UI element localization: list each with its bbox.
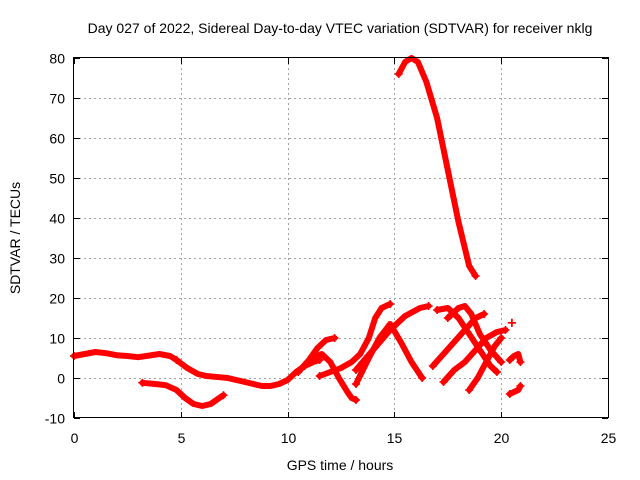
- y-tick-label: 50: [49, 171, 65, 187]
- data-point-marker: [480, 310, 489, 318]
- data-point-marker: [351, 380, 360, 388]
- data-point-marker: [138, 378, 147, 387]
- series-line: [316, 301, 394, 379]
- data-point-marker: [433, 306, 442, 314]
- x-axis-label: GPS time / hours: [287, 457, 394, 473]
- data-point-marker: [386, 300, 395, 308]
- series-sat-m: [439, 326, 510, 386]
- series-sat-n: [465, 334, 506, 394]
- y-tick-label: 10: [49, 331, 65, 347]
- data-point-marker: [516, 358, 525, 366]
- x-tick-label: 20: [494, 430, 510, 446]
- data-point-marker: [330, 334, 339, 342]
- y-tick-label: 60: [49, 131, 65, 147]
- series-sat-h: [351, 302, 433, 374]
- data-point-marker: [497, 358, 506, 366]
- data-point-marker: [394, 70, 403, 78]
- series-line: [429, 311, 488, 369]
- series-sat-i: [394, 55, 480, 280]
- data-point-marker: [428, 362, 437, 370]
- data-point-marker: [505, 390, 514, 398]
- data-point-marker: [351, 366, 360, 374]
- y-tick-label: 20: [49, 291, 65, 307]
- y-axis-label: SDTVAR / TECUs: [7, 182, 23, 294]
- y-tick-label: 30: [49, 251, 65, 267]
- series-sat-l: [428, 310, 489, 370]
- series-sat-k: [443, 303, 506, 366]
- series-line: [395, 55, 479, 279]
- y-tick-label: 40: [49, 211, 65, 227]
- series-line: [139, 379, 227, 409]
- plot-frame: [73, 57, 609, 418]
- data-point-marker: [351, 396, 360, 404]
- data-point-marker: [497, 334, 506, 342]
- data-point-marker: [418, 374, 427, 382]
- series-sat-c: [138, 378, 228, 409]
- data-point-marker: [501, 326, 510, 334]
- series-sat-j: [433, 305, 501, 376]
- chart-title: Day 027 of 2022, Sidereal Day-to-day VTE…: [88, 20, 593, 36]
- data-point-marker: [516, 382, 525, 390]
- data-point-marker: [471, 272, 480, 280]
- data-point-marker: [443, 314, 452, 322]
- data-point-marker: [465, 386, 474, 394]
- series-sat-f: [315, 300, 395, 380]
- series-sat-q: [507, 318, 516, 327]
- x-tick-label: 10: [281, 430, 297, 446]
- series-line: [506, 383, 524, 397]
- data-point-marker: [424, 302, 433, 310]
- data-point-marker: [505, 356, 514, 364]
- data-point-marker: [219, 391, 228, 400]
- data-point-marker: [294, 368, 303, 376]
- series-line: [466, 335, 505, 393]
- y-tick-label: 70: [49, 91, 65, 107]
- series-sat-a: [70, 349, 181, 364]
- data-point-marker: [315, 372, 324, 380]
- series-line: [353, 303, 432, 373]
- grid: [74, 58, 608, 418]
- y-tick-label: 80: [49, 51, 65, 67]
- y-tick-label: -10: [45, 411, 65, 427]
- series-sat-p: [505, 382, 525, 398]
- data-point-marker: [507, 318, 516, 327]
- series-line: [71, 349, 180, 363]
- series-line: [434, 305, 500, 375]
- data-point-marker: [172, 356, 181, 364]
- series-sat-e: [294, 334, 339, 376]
- x-tick-label: 0: [71, 430, 79, 446]
- data-point-marker: [492, 368, 501, 376]
- series-line: [295, 335, 338, 375]
- data-point-marker: [439, 378, 448, 386]
- x-tick-label: 15: [387, 430, 403, 446]
- x-tick-label: 5: [178, 430, 186, 446]
- data-series: [70, 55, 525, 409]
- y-tick-label: 0: [57, 371, 65, 387]
- x-tick-label: 25: [601, 430, 617, 446]
- series-sat-o: [505, 351, 525, 366]
- series-line: [440, 327, 509, 385]
- ticks: 0 5 10 15 20 25 -10 0 10 20 30 40 50 60 70 80: [45, 51, 617, 447]
- series-line: [506, 351, 524, 365]
